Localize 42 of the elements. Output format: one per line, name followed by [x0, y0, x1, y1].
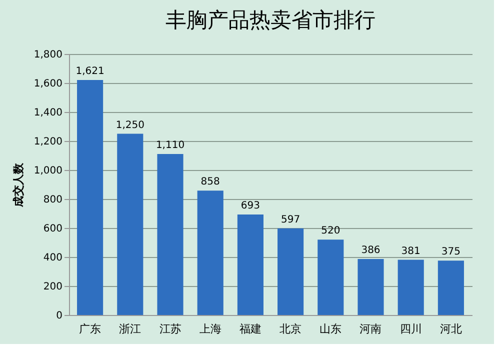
bar	[318, 240, 344, 315]
data-label: 381	[401, 246, 420, 257]
data-label: 858	[200, 176, 220, 188]
bar	[117, 134, 144, 315]
bar	[278, 228, 304, 315]
y-tick-label: 1,200	[34, 136, 62, 148]
x-tick-label: 四川	[400, 322, 422, 336]
data-label: 375	[441, 246, 460, 258]
y-tick-label: 200	[43, 282, 62, 292]
x-tick-label: 江苏	[159, 322, 182, 336]
x-tick-label: 河北	[440, 322, 462, 336]
x-tick-label: 上海	[199, 322, 222, 336]
y-axis-title: 成交人数	[12, 162, 25, 208]
y-tick-label: 1,000	[34, 166, 62, 176]
x-tick-label: 浙江	[119, 322, 142, 336]
x-tick-label: 广东	[79, 322, 102, 336]
data-label: 1,250	[116, 120, 144, 131]
data-label: 520	[321, 226, 340, 237]
y-tick-label: 600	[43, 224, 62, 234]
y-tick-label: 400	[43, 252, 62, 264]
x-tick-label: 山东	[320, 322, 342, 336]
x-tick-label: 福建	[239, 322, 262, 336]
y-tick-label: 0	[56, 310, 62, 322]
bar	[398, 260, 424, 315]
data-label: 1,110	[156, 140, 185, 152]
x-tick-label: 北京	[280, 322, 302, 336]
chart-title: 丰胸产品热卖省市排行	[166, 8, 376, 32]
y-tick-label: 1,600	[34, 78, 62, 90]
bar	[438, 260, 464, 315]
data-label: 1,621	[76, 66, 104, 77]
data-label: 597	[281, 214, 300, 226]
data-label: 386	[361, 245, 380, 256]
bar	[358, 259, 384, 315]
bar	[237, 214, 264, 315]
data-label: 693	[240, 200, 260, 212]
bar	[197, 190, 224, 315]
y-tick-label: 1,800	[34, 50, 62, 60]
y-tick-label: 1,400	[34, 108, 62, 118]
bar	[157, 154, 184, 315]
x-tick-label: 河南	[360, 322, 382, 336]
bar	[77, 80, 104, 315]
y-tick-label: 800	[43, 194, 62, 206]
